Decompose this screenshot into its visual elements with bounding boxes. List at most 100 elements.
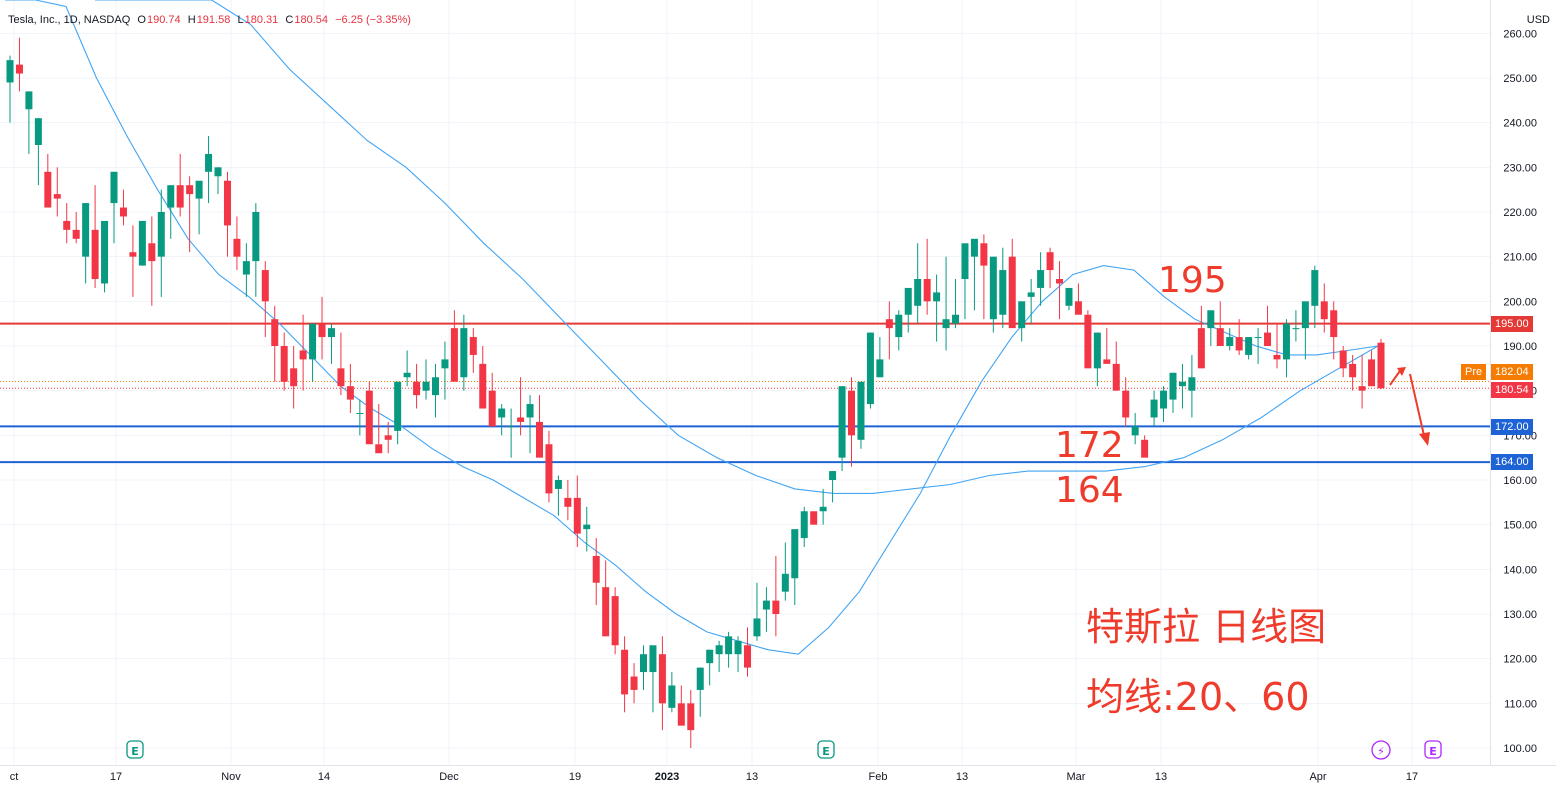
- currency-label[interactable]: USD: [1526, 14, 1550, 26]
- candle-body: [223, 180, 231, 226]
- candle-body: [148, 243, 156, 262]
- candle-body: [744, 645, 752, 668]
- horizontal-levels[interactable]: [0, 322, 1490, 464]
- ohlc-legend: Tesla, Inc., 1D, NASDAQ O190.74 H191.58 …: [8, 14, 412, 26]
- candle-body: [6, 60, 14, 83]
- event-markers[interactable]: E E ⚡ E: [126, 740, 1442, 760]
- lightning-icon-frame: [1371, 740, 1391, 760]
- pre-label-tag: Pre: [1461, 364, 1487, 380]
- candle-body: [110, 171, 118, 204]
- candle-body: [611, 596, 619, 646]
- candle-body: [441, 359, 449, 369]
- candle-body: [119, 207, 127, 217]
- candle-body: [526, 404, 534, 418]
- candle-body: [1122, 390, 1130, 418]
- candle-body: [668, 685, 676, 708]
- forecast-arrows: [1389, 367, 1430, 446]
- candle-body: [34, 118, 42, 145]
- candle-body: [1027, 292, 1035, 297]
- candle-body: [413, 381, 421, 396]
- candle-body: [1056, 278, 1064, 284]
- candle-body: [1037, 270, 1045, 288]
- candle-body: [545, 444, 553, 494]
- candles: [6, 37, 1385, 748]
- lightning-icon: ⚡: [1377, 745, 1385, 758]
- x-tick-label: Apr: [1309, 771, 1326, 783]
- candle-body: [271, 319, 279, 346]
- candle-body: [1330, 310, 1338, 338]
- candle-body: [1150, 399, 1158, 418]
- candle-body: [1112, 363, 1120, 391]
- open-label: O: [137, 14, 146, 26]
- y-tick-label: 240.00: [1503, 118, 1537, 130]
- candle-body: [431, 377, 439, 396]
- candle-body: [1216, 328, 1224, 346]
- candle-body: [791, 529, 799, 579]
- candle-body: [602, 587, 610, 637]
- price-tag-164: 164.00: [1491, 454, 1533, 470]
- candle-body: [318, 323, 326, 338]
- candle-body: [1320, 301, 1328, 320]
- candle-body: [365, 390, 373, 445]
- candle-body: [535, 421, 543, 458]
- candle-body: [1349, 363, 1357, 378]
- candle-body: [1264, 332, 1272, 346]
- candle-body: [933, 292, 941, 302]
- candle-body: [810, 511, 818, 525]
- annotation-195: 195: [1158, 260, 1227, 301]
- x-tick-label: 14: [318, 771, 330, 783]
- candle-body: [573, 497, 581, 534]
- candle-body: [214, 167, 222, 177]
- symbol-label[interactable]: Tesla, Inc., 1D, NASDAQ: [8, 14, 131, 26]
- earnings-icon: E: [131, 745, 139, 758]
- y-tick-label: 230.00: [1503, 162, 1537, 174]
- candle-body: [460, 328, 468, 378]
- earnings-icon-frame: [1424, 740, 1442, 759]
- candle-body: [1074, 301, 1082, 315]
- candle-body: [1093, 332, 1101, 369]
- candle-body: [507, 426, 515, 428]
- candle-body: [15, 64, 23, 74]
- pre-price-tag: 182.04: [1491, 364, 1533, 380]
- candle-body: [356, 412, 364, 414]
- candle-body: [205, 153, 213, 172]
- candle-body: [687, 703, 695, 731]
- candle-body: [403, 372, 411, 378]
- y-tick-label: 140.00: [1503, 564, 1537, 576]
- earnings-icon: E: [822, 745, 830, 758]
- candle-body: [1008, 256, 1016, 329]
- x-tick-label: ct: [10, 771, 19, 783]
- candle-body: [233, 238, 241, 257]
- candle-body: [1245, 337, 1253, 355]
- candle-body: [1311, 270, 1319, 306]
- x-tick-label: 17: [1406, 771, 1418, 783]
- y-tick-label: 110.00: [1504, 698, 1537, 710]
- y-tick-label: 250.00: [1503, 73, 1537, 85]
- candle-body: [101, 220, 109, 284]
- candle-body: [1292, 328, 1300, 330]
- candle-body: [1141, 439, 1149, 458]
- candle-body: [517, 417, 525, 422]
- x-axis: ct 17 Nov 14 Dec 19 2023 13 Feb 13 Mar 13 Apr 17: [10, 771, 1418, 783]
- candle-body: [1226, 337, 1234, 346]
- y-tick-label: 150.00: [1503, 520, 1537, 532]
- candle-body: [498, 408, 506, 418]
- candle-body: [53, 194, 61, 199]
- candle-body: [564, 497, 572, 507]
- candle-body: [309, 323, 317, 360]
- candle-body: [91, 229, 99, 279]
- candle-body: [186, 185, 194, 195]
- candle-body: [1169, 372, 1177, 400]
- low-value: 180.31: [244, 14, 279, 26]
- annotation-title: 特斯拉 日线图: [1086, 605, 1327, 649]
- candle-body: [63, 220, 71, 230]
- candle-body: [1301, 301, 1309, 329]
- candle-body: [422, 381, 430, 391]
- x-tick-label: 13: [1155, 771, 1167, 783]
- candle-body: [72, 229, 80, 239]
- candle-body: [677, 703, 685, 726]
- high-label: H: [187, 14, 196, 26]
- candle-body: [280, 345, 288, 382]
- candle-body: [554, 479, 562, 489]
